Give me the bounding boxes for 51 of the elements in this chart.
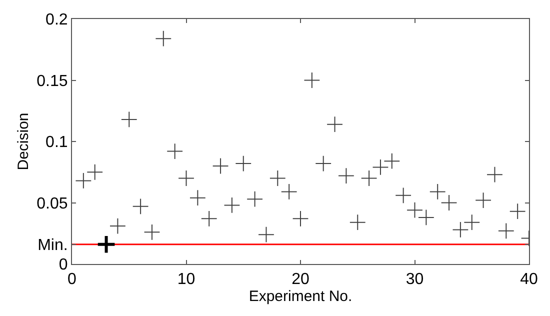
point bbox=[429, 184, 446, 200]
point bbox=[96, 234, 116, 254]
point bbox=[304, 72, 320, 88]
y-tick-label: 0.1 bbox=[46, 134, 68, 152]
point bbox=[315, 155, 332, 172]
point bbox=[464, 214, 480, 231]
point bbox=[155, 30, 172, 47]
point bbox=[395, 187, 412, 204]
point bbox=[498, 222, 514, 240]
point bbox=[200, 210, 218, 227]
point bbox=[326, 116, 343, 133]
y-tick-label: 0 bbox=[58, 256, 68, 274]
y-tick-label: 0.05 bbox=[36, 195, 68, 212]
point bbox=[235, 155, 252, 172]
point bbox=[258, 226, 274, 243]
point bbox=[280, 184, 298, 200]
point bbox=[132, 198, 149, 215]
point bbox=[246, 190, 263, 208]
x-tick-label: 10 bbox=[177, 271, 196, 288]
x-axis-title: Experiment No. bbox=[248, 288, 352, 306]
point bbox=[509, 203, 526, 220]
point bbox=[349, 214, 366, 231]
point bbox=[372, 159, 389, 176]
x-tick-label: 30 bbox=[406, 271, 424, 288]
point bbox=[212, 158, 229, 174]
point bbox=[224, 197, 240, 214]
point bbox=[110, 218, 126, 234]
point bbox=[486, 166, 503, 183]
point bbox=[120, 111, 138, 128]
point bbox=[475, 192, 492, 208]
x-tick-label: 40 bbox=[520, 271, 538, 288]
y-tick-label: 0.2 bbox=[46, 12, 68, 29]
point bbox=[406, 202, 423, 218]
point bbox=[86, 164, 104, 180]
point bbox=[338, 168, 354, 184]
point bbox=[418, 209, 434, 226]
point bbox=[178, 170, 194, 186]
y-axis-title: Decision bbox=[14, 112, 32, 170]
y-tick-label: Min. bbox=[38, 237, 68, 254]
point bbox=[292, 210, 309, 227]
point bbox=[440, 194, 458, 211]
point bbox=[189, 190, 206, 206]
point bbox=[360, 170, 378, 186]
point bbox=[452, 222, 469, 238]
point bbox=[269, 170, 286, 186]
point bbox=[166, 143, 184, 160]
point bbox=[384, 152, 400, 170]
y-tick-label: 0.15 bbox=[36, 72, 68, 90]
x-tick-label: 20 bbox=[292, 271, 310, 288]
point bbox=[144, 224, 160, 240]
point bbox=[75, 172, 92, 189]
